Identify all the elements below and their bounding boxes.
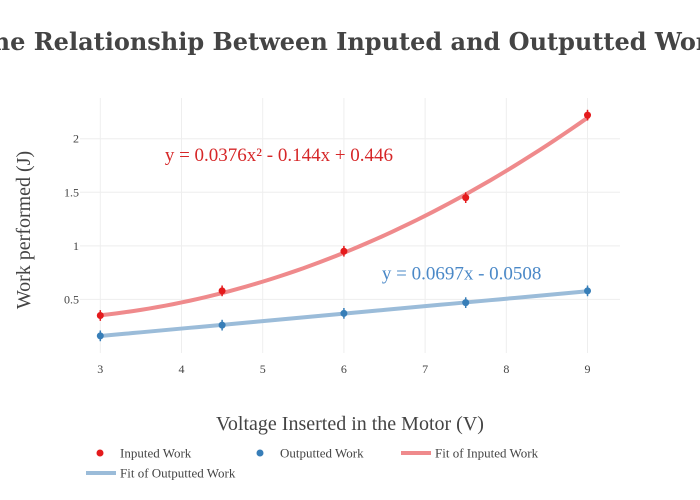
marker xyxy=(584,111,592,119)
x-tick-label: 7 xyxy=(422,362,428,376)
legend: Inputed Work Outputted Work Fit of Inputed… xyxy=(86,446,539,481)
data-points xyxy=(96,109,592,342)
marker xyxy=(96,332,104,340)
x-tick-label: 9 xyxy=(585,362,591,376)
y-tick-label: 0.5 xyxy=(64,292,79,306)
x-tick-label: 8 xyxy=(503,362,509,376)
y-axis-title: Work performed (J) xyxy=(13,151,35,309)
chart-title: The Relationship Between Inputed and Out… xyxy=(0,27,700,56)
legend-item[interactable]: Fit of Inputed Work xyxy=(401,446,539,461)
axis-ticks: 3 4 5 6 7 8 9 0.5 1 1.5 2 xyxy=(64,132,591,376)
data-point xyxy=(218,319,226,331)
y-tick-label: 1.5 xyxy=(64,185,79,199)
x-axis-title: Voltage Inserted in the Motor (V) xyxy=(216,413,484,435)
marker xyxy=(584,287,592,295)
legend-label: Fit of Inputed Work xyxy=(435,446,539,461)
marker xyxy=(218,287,226,295)
data-point xyxy=(584,109,592,121)
equation-annotation: y = 0.0376x² - 0.144x + 0.446 xyxy=(165,145,393,166)
equation-annotation: y = 0.0697x - 0.0508 xyxy=(382,264,542,285)
legend-item[interactable]: Fit of Outputted Work xyxy=(86,466,236,481)
marker xyxy=(462,299,470,307)
marker xyxy=(340,247,348,255)
annotations: y = 0.0376x² - 0.144x + 0.446 y = 0.0697x… xyxy=(165,145,542,284)
legend-marker xyxy=(96,449,104,457)
x-tick-label: 3 xyxy=(97,362,103,376)
y-tick-label: 2 xyxy=(73,132,79,146)
data-point xyxy=(462,297,470,308)
legend-marker xyxy=(256,449,264,457)
x-tick-label: 4 xyxy=(179,362,185,376)
data-point xyxy=(340,308,348,319)
x-tick-label: 5 xyxy=(260,362,266,376)
data-point xyxy=(584,285,592,297)
legend-item[interactable]: Outputted Work xyxy=(256,446,365,461)
data-point xyxy=(96,330,104,342)
y-tick-label: 1 xyxy=(73,239,79,253)
marker xyxy=(462,194,470,202)
marker xyxy=(218,321,226,329)
data-point xyxy=(218,285,226,297)
data-point xyxy=(340,245,348,257)
legend-label: Outputted Work xyxy=(280,446,364,461)
legend-label: Fit of Outputted Work xyxy=(120,466,236,481)
marker xyxy=(340,309,348,317)
data-point xyxy=(462,192,470,203)
marker xyxy=(96,312,104,319)
x-tick-label: 6 xyxy=(341,362,347,376)
data-point xyxy=(96,310,104,321)
legend-label: Inputed Work xyxy=(120,446,192,461)
legend-item[interactable]: Inputed Work xyxy=(96,446,192,461)
grid xyxy=(80,98,620,353)
